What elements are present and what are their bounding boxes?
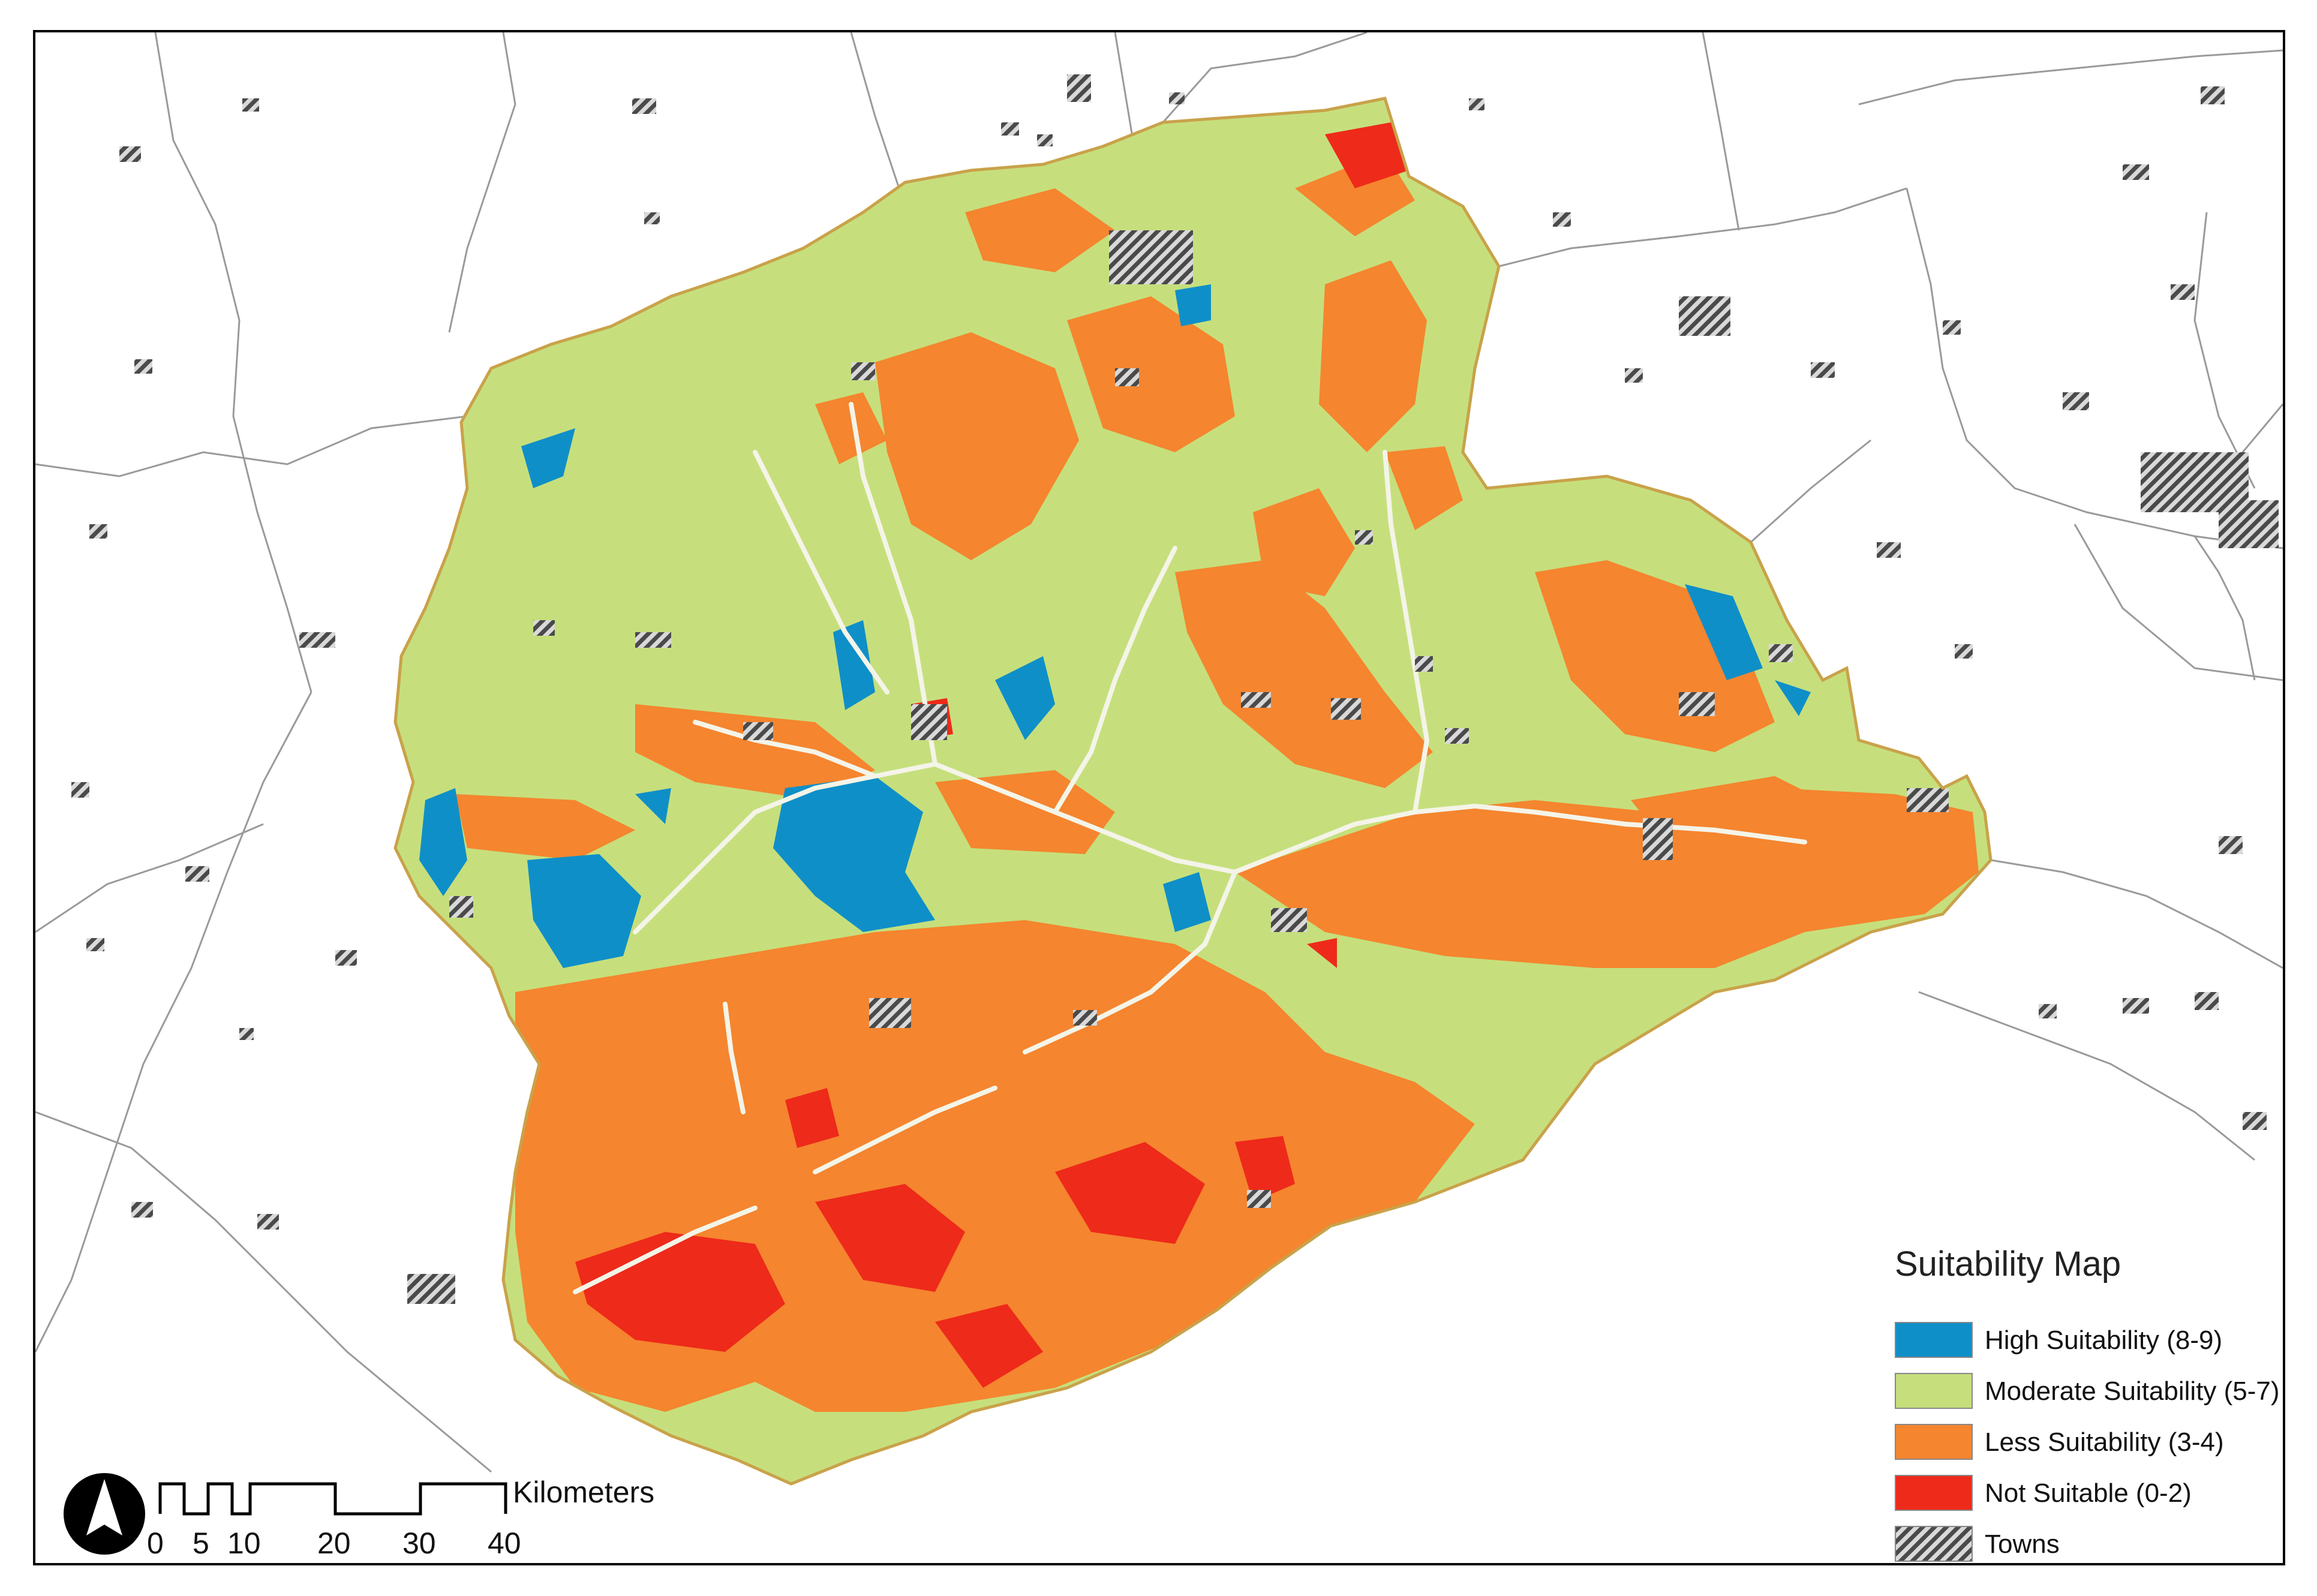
legend-swatch-high xyxy=(1895,1322,1973,1358)
north-arrow-icon xyxy=(64,1473,145,1555)
legend-label-less: Less Suitability (3-4) xyxy=(1985,1427,2224,1457)
map-frame: 0 5 10 20 30 40 Kilometers Suitability M… xyxy=(33,30,2285,1565)
legend-swatch-moderate xyxy=(1895,1373,1973,1409)
legend-title: Suitability Map xyxy=(1895,1245,2121,1284)
legend-label-moderate: Moderate Suitability (5-7) xyxy=(1985,1376,2280,1406)
scale-bar xyxy=(158,1482,507,1516)
scale-tick-30: 30 xyxy=(402,1526,436,1560)
scale-tick-40: 40 xyxy=(488,1526,521,1560)
legend-swatch-towns xyxy=(1895,1526,1973,1562)
legend-label-not-suitable: Not Suitable (0-2) xyxy=(1985,1478,2192,1508)
suitability-map xyxy=(35,32,2283,1555)
legend: Suitability Map High Suitability (8-9) M… xyxy=(1853,1244,2283,1563)
scale-tick-5: 5 xyxy=(193,1526,209,1560)
legend-swatch-less xyxy=(1895,1424,1973,1460)
legend-swatch-not-suitable xyxy=(1895,1475,1973,1511)
legend-label-high: High Suitability (8-9) xyxy=(1985,1326,2223,1355)
scale-tick-10: 10 xyxy=(227,1526,261,1560)
catchment-boundary xyxy=(393,97,1993,1486)
scale-tick-0: 0 xyxy=(147,1526,164,1560)
legend-label-towns: Towns xyxy=(1985,1529,2060,1559)
towns-outside xyxy=(71,74,2279,1304)
scale-unit: Kilometers xyxy=(513,1475,655,1509)
scale-tick-20: 20 xyxy=(317,1526,351,1560)
